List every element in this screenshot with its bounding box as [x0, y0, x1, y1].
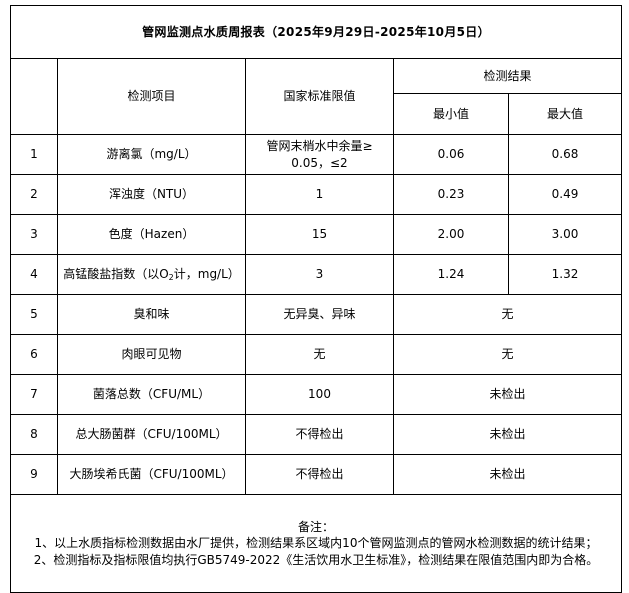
limit-line-2: 0.05，≤2 — [291, 155, 348, 170]
table-row: 9 大肠埃希氏菌（CFU/100ML） 不得检出 未检出 — [10, 454, 623, 495]
row-min-value: 0.06 — [393, 134, 509, 175]
report-title: 管网监测点水质周报表（2025年9月29日-2025年10月5日） — [9, 5, 623, 59]
header-index — [10, 58, 58, 135]
row-item: 色度（Hazen） — [57, 214, 246, 255]
header-row-top: 检测项目 国家标准限值 检测结果 — [10, 58, 623, 135]
row-standard-limit: 15 — [245, 214, 394, 255]
row-max-value: 0.49 — [507, 174, 623, 215]
table-row: 8 总大肠菌群（CFU/100ML） 不得检出 未检出 — [10, 414, 623, 455]
row-standard-limit: 3 — [245, 254, 394, 295]
row-item: 浑浊度（NTU） — [57, 174, 246, 215]
row-min-value: 0.23 — [393, 174, 509, 215]
row-item: 肉眼可见物 — [57, 334, 246, 375]
row-max-value: 1.32 — [507, 254, 623, 295]
row-standard-limit: 无异臭、异味 — [245, 294, 394, 335]
row-result-merged: 无 — [392, 294, 623, 335]
row-result-merged: 未检出 — [392, 374, 623, 415]
row-result-merged: 未检出 — [392, 454, 623, 495]
row-index: 6 — [10, 334, 58, 375]
header-row-sub: 最小值 最大值 — [11, 93, 623, 135]
notes-block: 备注： 1、以上水质指标检测数据由水厂提供，检测结果系区域内10个管网监测点的管… — [9, 494, 623, 593]
header-standard-limit: 国家标准限值 — [245, 58, 394, 135]
table-row: 2 浑浊度（NTU） 1 0.23 0.49 — [10, 174, 623, 215]
water-quality-weekly-report-page: 管网监测点水质周报表（2025年9月29日-2025年10月5日） 检测项目 国… — [9, 5, 623, 593]
row-index: 4 — [10, 254, 58, 295]
row-max-value: 3.00 — [507, 214, 623, 255]
table-row: 3 色度（Hazen） 15 2.00 3.00 — [10, 214, 623, 255]
notes-line-1: 1、以上水质指标检测数据由水厂提供，检测结果系区域内10个管网监测点的管网水检测… — [34, 536, 598, 551]
row-index: 3 — [10, 214, 58, 255]
row-min-value: 1.24 — [393, 254, 509, 295]
table-row: 7 菌落总数（CFU/ML） 100 未检出 — [10, 374, 623, 415]
row-index: 7 — [10, 374, 58, 415]
table-row: 6 肉眼可见物 无 无 — [10, 334, 623, 375]
row-standard-limit: 不得检出 — [245, 414, 394, 455]
row-index: 1 — [10, 134, 58, 175]
header-item: 检测项目 — [57, 58, 246, 135]
notes-label: 备注： — [298, 520, 335, 535]
row-index: 8 — [10, 414, 58, 455]
row-index: 5 — [10, 294, 58, 335]
item-subscript: 2 — [168, 273, 174, 283]
row-max-value: 0.68 — [507, 134, 623, 175]
row-result-merged: 未检出 — [392, 414, 623, 455]
row-index: 9 — [10, 454, 58, 495]
row-standard-limit: 1 — [245, 174, 394, 215]
water-quality-report-table: 管网监测点水质周报表（2025年9月29日-2025年10月5日） 检测项目 国… — [9, 5, 623, 593]
row-standard-limit: 管网末梢水中余量≥ 0.05，≤2 — [245, 134, 394, 175]
limit-line-1: 管网末梢水中余量≥ — [266, 139, 373, 154]
row-item: 大肠埃希氏菌（CFU/100ML） — [57, 454, 246, 495]
row-item: 臭和味 — [57, 294, 246, 335]
row-result-merged: 无 — [392, 334, 623, 375]
notes-line-2: 2、检测指标及指标限值均执行GB5749-2022《生活饮用水卫生标准》，检测结… — [33, 552, 599, 567]
table-row: 4 高锰酸盐指数（以O2计，mg/L） 3 1.24 1.32 — [10, 254, 623, 295]
notes-row: 备注： 1、以上水质指标检测数据由水厂提供，检测结果系区域内10个管网监测点的管… — [9, 494, 623, 593]
row-standard-limit: 无 — [245, 334, 394, 375]
table-row: 5 臭和味 无异臭、异味 无 — [10, 294, 623, 335]
header-result-group: 检测结果 — [392, 58, 623, 94]
header-min-value: 最小值 — [393, 93, 509, 135]
table-row: 1 游离氯（mg/L） 管网末梢水中余量≥ 0.05，≤2 0.06 0.68 — [10, 134, 623, 175]
row-index: 2 — [10, 174, 58, 215]
item-suffix: 计，mg/L） — [173, 267, 240, 282]
row-item: 总大肠菌群（CFU/100ML） — [57, 414, 246, 455]
row-standard-limit: 100 — [245, 374, 394, 415]
row-min-value: 2.00 — [393, 214, 509, 255]
row-item: 高锰酸盐指数（以O2计，mg/L） — [57, 254, 246, 295]
row-item: 游离氯（mg/L） — [57, 134, 246, 175]
item-prefix: 高锰酸盐指数（以O — [63, 267, 169, 282]
row-item: 菌落总数（CFU/ML） — [57, 374, 246, 415]
title-row: 管网监测点水质周报表（2025年9月29日-2025年10月5日） — [9, 5, 623, 59]
header-max-value: 最大值 — [507, 93, 623, 135]
row-standard-limit: 不得检出 — [245, 454, 394, 495]
